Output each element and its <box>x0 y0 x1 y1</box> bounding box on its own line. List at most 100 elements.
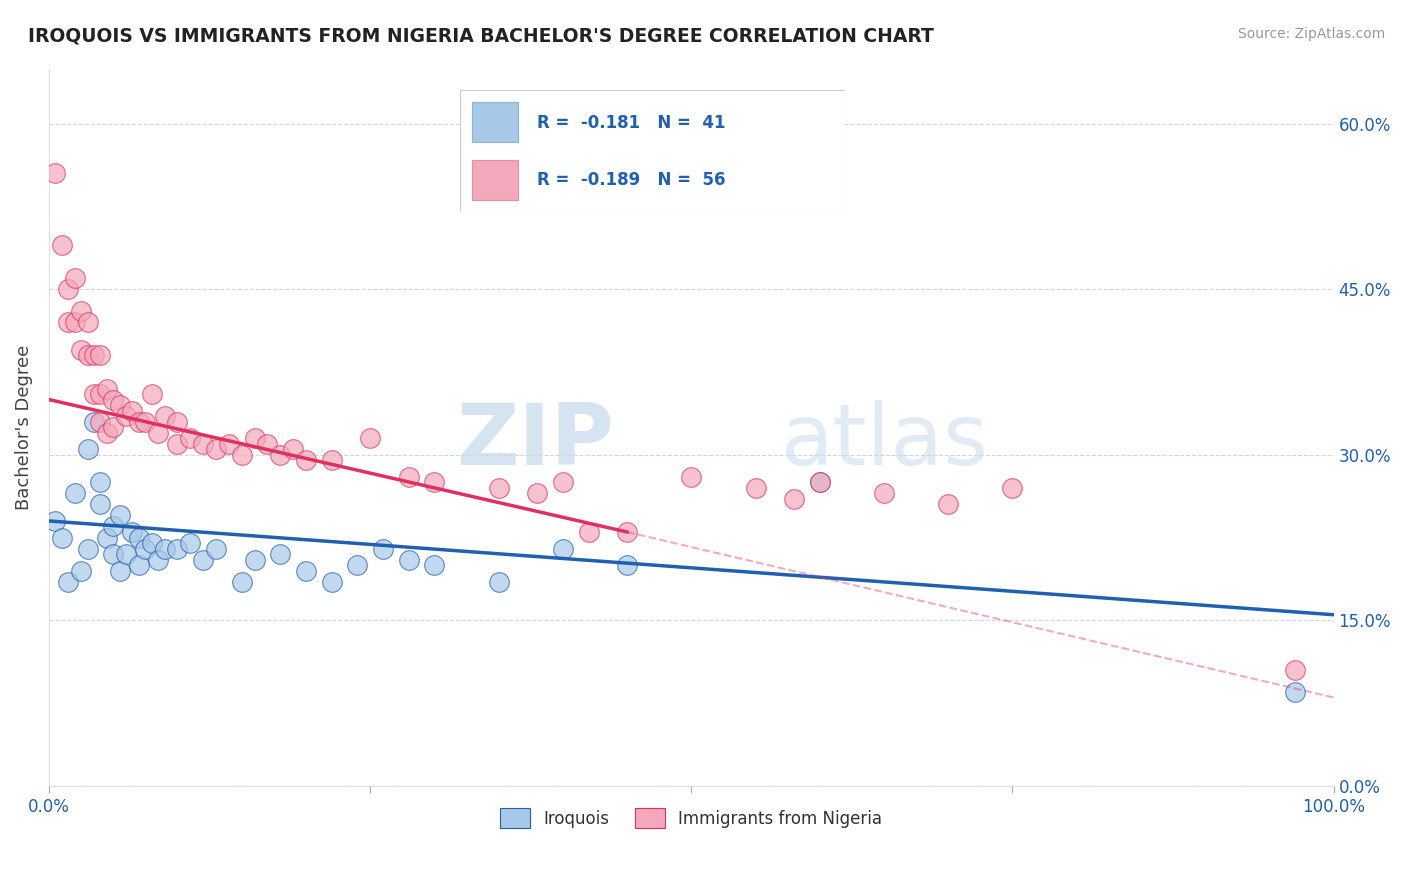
Point <box>321 453 343 467</box>
Point <box>44 514 66 528</box>
Y-axis label: Bachelor's Degree: Bachelor's Degree <box>15 344 32 510</box>
Point <box>205 442 228 457</box>
Point <box>153 409 176 424</box>
Point <box>108 398 131 412</box>
Point <box>89 348 111 362</box>
Point <box>783 491 806 506</box>
Point <box>231 574 253 589</box>
Point <box>398 552 420 566</box>
Point <box>166 541 188 556</box>
Point <box>63 271 86 285</box>
Point <box>269 547 291 561</box>
Point <box>256 436 278 450</box>
Point <box>83 348 105 362</box>
Legend: Iroquois, Immigrants from Nigeria: Iroquois, Immigrants from Nigeria <box>494 801 889 835</box>
Point <box>51 238 73 252</box>
Point <box>231 448 253 462</box>
Point <box>89 497 111 511</box>
Point <box>146 552 169 566</box>
Text: IROQUOIS VS IMMIGRANTS FROM NIGERIA BACHELOR'S DEGREE CORRELATION CHART: IROQUOIS VS IMMIGRANTS FROM NIGERIA BACH… <box>28 27 934 45</box>
Point <box>108 564 131 578</box>
Point <box>551 475 574 490</box>
Point <box>96 531 118 545</box>
Point <box>134 541 156 556</box>
Point <box>1284 685 1306 699</box>
Point <box>128 415 150 429</box>
Point <box>1001 481 1024 495</box>
Point <box>108 508 131 523</box>
Point <box>96 425 118 440</box>
Point <box>179 536 201 550</box>
Point <box>128 558 150 573</box>
Point <box>76 348 98 362</box>
Point <box>58 315 80 329</box>
Point <box>115 409 138 424</box>
Point <box>83 387 105 401</box>
Point <box>281 442 304 457</box>
Point <box>423 558 446 573</box>
Point <box>58 282 80 296</box>
Point <box>191 436 214 450</box>
Point <box>744 481 766 495</box>
Point <box>936 497 959 511</box>
Point <box>103 392 125 407</box>
Point <box>70 564 93 578</box>
Point <box>423 475 446 490</box>
Point <box>526 486 548 500</box>
Point <box>134 415 156 429</box>
Point <box>89 387 111 401</box>
Point <box>121 403 143 417</box>
Point <box>321 574 343 589</box>
Point <box>616 524 638 539</box>
Point <box>89 475 111 490</box>
Point <box>243 431 266 445</box>
Point <box>873 486 896 500</box>
Text: Source: ZipAtlas.com: Source: ZipAtlas.com <box>1237 27 1385 41</box>
Text: atlas: atlas <box>782 400 990 483</box>
Point <box>166 436 188 450</box>
Point <box>63 315 86 329</box>
Point <box>488 574 510 589</box>
Point <box>89 415 111 429</box>
Point <box>96 382 118 396</box>
Point <box>58 574 80 589</box>
Point <box>681 470 703 484</box>
Point <box>295 453 318 467</box>
Point <box>488 481 510 495</box>
Point <box>616 558 638 573</box>
Point <box>179 431 201 445</box>
Point <box>115 547 138 561</box>
Text: ZIP: ZIP <box>457 400 614 483</box>
Point <box>76 315 98 329</box>
Point <box>44 166 66 180</box>
Point <box>578 524 600 539</box>
Point <box>551 541 574 556</box>
Point <box>83 415 105 429</box>
Point <box>808 475 831 490</box>
Point <box>166 415 188 429</box>
Point <box>153 541 176 556</box>
Point <box>371 541 394 556</box>
Point <box>63 486 86 500</box>
Point <box>269 448 291 462</box>
Point <box>141 387 163 401</box>
Point <box>191 552 214 566</box>
Point <box>146 425 169 440</box>
Point <box>243 552 266 566</box>
Point <box>398 470 420 484</box>
Point <box>70 304 93 318</box>
Point <box>121 524 143 539</box>
Point <box>218 436 240 450</box>
Point <box>1284 663 1306 677</box>
Point <box>103 420 125 434</box>
Point <box>76 442 98 457</box>
Point <box>205 541 228 556</box>
Point <box>295 564 318 578</box>
Point <box>128 531 150 545</box>
Point <box>70 343 93 357</box>
Point <box>103 547 125 561</box>
Point <box>76 541 98 556</box>
Point <box>346 558 368 573</box>
Point <box>808 475 831 490</box>
Point <box>51 531 73 545</box>
